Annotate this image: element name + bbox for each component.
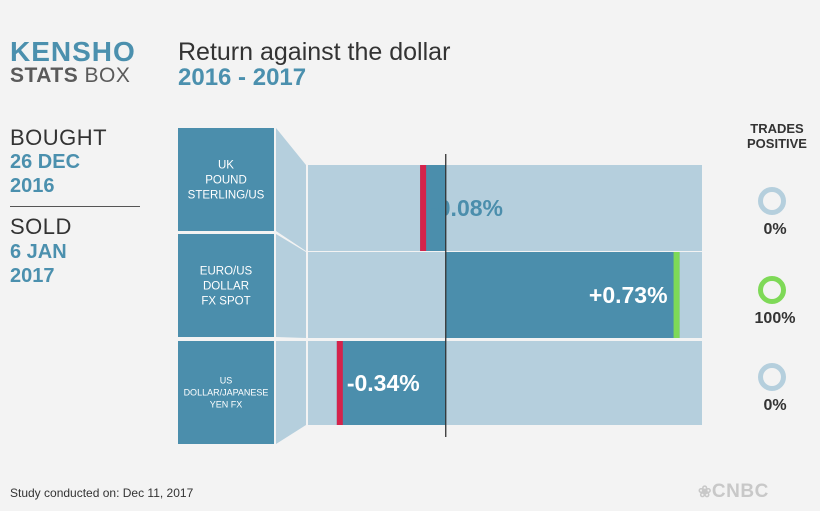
cnbc-logo: ❀CNBC (698, 481, 769, 503)
kensho-logo: KENSHO (10, 36, 136, 67)
value-bar (336, 341, 446, 425)
logo-stats: STATS (10, 64, 79, 87)
bar-background (308, 165, 702, 251)
trades-positive-ring (758, 363, 786, 391)
logo-box: BOX (78, 64, 131, 87)
data-label: -0.34% (347, 370, 420, 396)
divider (10, 206, 140, 207)
category-label: DOLLAR/JAPANESE (184, 388, 269, 398)
category-box (178, 128, 274, 231)
trades-positive-ring (758, 276, 786, 304)
trades-heading-line1: TRADES (750, 121, 804, 136)
chart-title: Return against the dollar (178, 38, 451, 66)
peacock-icon: ❀ (698, 484, 712, 501)
category-label: US (220, 376, 233, 386)
connector (276, 234, 306, 338)
category-label: POUND (205, 175, 247, 187)
bar-end-marker (336, 341, 343, 425)
stats-box-logo: STATS BOX (10, 65, 130, 87)
category-label: EURO/US (200, 266, 253, 278)
bar-end-marker (673, 252, 680, 338)
chart-subtitle: 2016 - 2017 (178, 64, 307, 91)
category-label: STERLING/US (188, 190, 265, 202)
category-label: UK (218, 160, 234, 172)
category-label: YEN FX (210, 400, 243, 410)
connector (276, 128, 306, 251)
trades-heading-line2: POSITIVE (747, 136, 807, 151)
trades-positive-value: 0% (763, 397, 786, 414)
category-label: DOLLAR (203, 281, 249, 293)
trades-positive-value: 100% (755, 310, 796, 327)
category-label: FX SPOT (201, 296, 250, 308)
bought-label: BOUGHT (10, 125, 108, 150)
bought-date-line1: 26 DEC (10, 151, 81, 173)
trades-positive-heading: TRADES POSITIVE (730, 121, 820, 151)
sold-date-line1: 6 JAN (10, 241, 67, 263)
connector (276, 341, 306, 444)
category-box (178, 234, 274, 337)
data-label: +0.73% (589, 282, 668, 308)
data-label: -0.08% (430, 195, 503, 221)
value-bar (445, 252, 680, 338)
cnbc-logo-text: CNBC (711, 481, 769, 502)
trades-positive-value: 0% (763, 221, 786, 238)
category-box (178, 341, 274, 444)
sold-date-line2: 2017 (10, 265, 55, 287)
bought-date-line2: 2016 (10, 175, 55, 197)
study-footnote: Study conducted on: Dec 11, 2017 (10, 486, 194, 500)
sold-label: SOLD (10, 214, 72, 239)
trades-positive-ring (758, 187, 786, 215)
bar-end-marker (420, 165, 427, 251)
